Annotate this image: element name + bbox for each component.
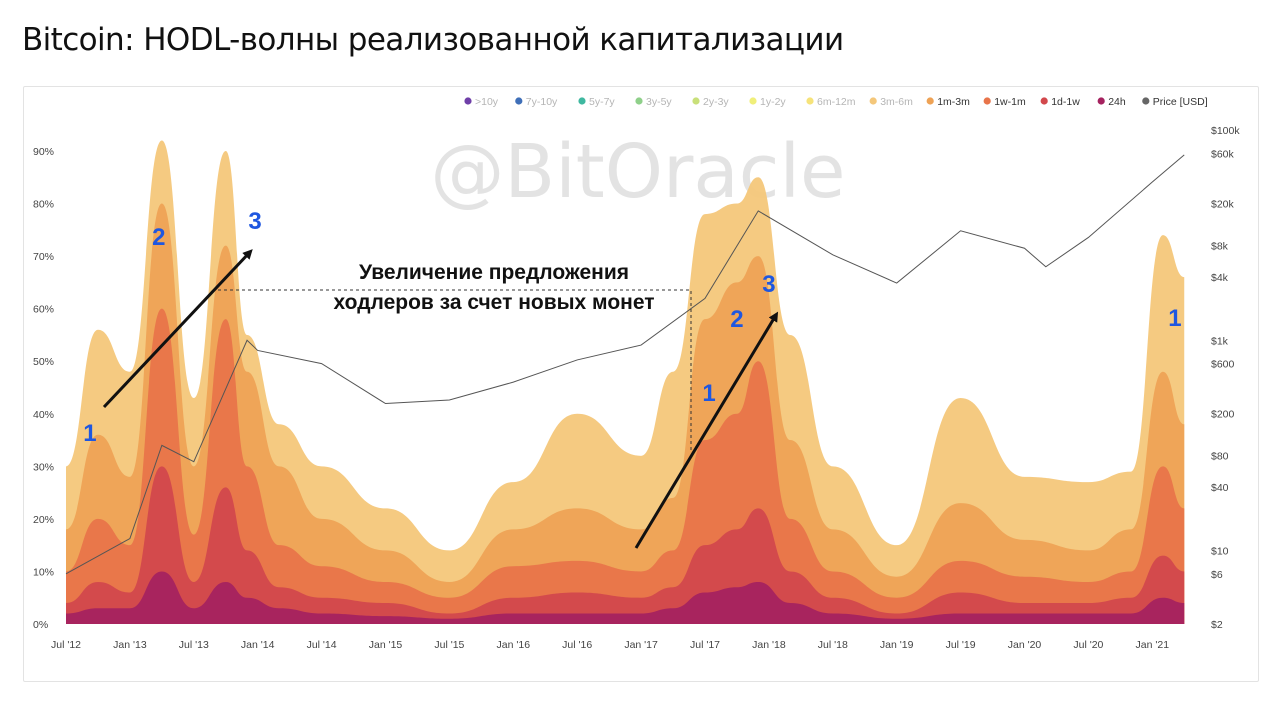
legend-label: 1d-1w <box>1051 96 1080 108</box>
legend-item[interactable]: 2y-3y <box>692 96 729 108</box>
y-right-tick-label: $100k <box>1211 125 1240 137</box>
legend-dot <box>464 97 472 105</box>
y-left-tick-label: 30% <box>33 461 54 473</box>
y-right-tick-label: $6 <box>1211 569 1223 581</box>
legend-item[interactable]: 1w-1m <box>983 96 1026 108</box>
wave-marker: 3 <box>248 208 261 235</box>
y-left-tick-label: 40% <box>33 409 54 421</box>
legend-dot <box>1040 97 1048 105</box>
x-tick-label: Jul '19 <box>946 639 976 651</box>
legend-dot <box>635 97 643 105</box>
legend-item[interactable]: 3y-5y <box>635 96 672 108</box>
y-left-tick-label: 0% <box>33 619 48 631</box>
legend-dot <box>515 97 523 105</box>
y-left-tick-label: 90% <box>33 146 54 158</box>
legend-label: 3m-6m <box>880 96 913 108</box>
page-title: Bitcoin: HODL-волны реализованной капита… <box>22 22 844 58</box>
x-tick-label: Jan '14 <box>241 639 275 651</box>
x-tick-label: Jul '16 <box>562 639 592 651</box>
x-tick-label: Jul '14 <box>307 639 337 651</box>
y-right-tick-label: $10 <box>1211 546 1229 558</box>
legend-item[interactable]: 6m-12m <box>806 96 856 108</box>
legend-item[interactable]: 7y-10y <box>515 96 558 108</box>
legend-label: 1w-1m <box>994 96 1026 108</box>
y-left-tick-label: 20% <box>33 514 54 526</box>
legend-dot <box>1142 97 1150 105</box>
wave-marker: 3 <box>762 271 775 298</box>
legend-label: 7y-10y <box>526 96 558 108</box>
legend-dot <box>749 97 757 105</box>
legend-dot <box>1097 97 1105 105</box>
legend-label: >10y <box>475 96 499 108</box>
x-tick-label: Jan '15 <box>369 639 403 651</box>
x-tick-label: Jul '13 <box>179 639 209 651</box>
legend-label: 2y-3y <box>703 96 729 108</box>
x-tick-label: Jan '18 <box>752 639 786 651</box>
y-left-tick-label: 50% <box>33 356 54 368</box>
x-tick-label: Jul '15 <box>434 639 464 651</box>
legend-label: 1m-3m <box>937 96 970 108</box>
wave-marker: 2 <box>152 224 165 251</box>
y-right-tick-label: $1k <box>1211 335 1229 347</box>
legend-label: 1y-2y <box>760 96 786 108</box>
legend-label: 3y-5y <box>646 96 672 108</box>
y-left-tick-label: 60% <box>33 304 54 316</box>
y-right-tick-label: $60k <box>1211 148 1235 160</box>
y-left-tick-label: 70% <box>33 251 54 263</box>
x-tick-label: Jul '18 <box>818 639 848 651</box>
legend-label: 5y-7y <box>589 96 615 108</box>
y-right-tick-label: $8k <box>1211 240 1229 252</box>
legend-item[interactable]: 24h <box>1097 96 1126 108</box>
y-right-tick-label: $200 <box>1211 409 1235 421</box>
y-right-tick-label: $600 <box>1211 359 1235 371</box>
x-tick-label: Jul '20 <box>1073 639 1103 651</box>
price-line <box>65 154 1185 575</box>
legend-item[interactable]: 1y-2y <box>749 96 786 108</box>
x-tick-label: Jan '16 <box>497 639 531 651</box>
y-right-tick-label: $2 <box>1211 619 1223 631</box>
wave-marker: 1 <box>83 420 96 447</box>
watermark-text: @BitOracle <box>430 129 845 215</box>
x-tick-label: Jul '17 <box>690 639 720 651</box>
legend-item[interactable]: 5y-7y <box>578 96 615 108</box>
annotation-bracket <box>218 289 692 452</box>
wave-marker: 1 <box>1168 305 1181 332</box>
wave-marker: 1 <box>702 380 715 407</box>
y-right-tick-label: $40 <box>1211 482 1229 494</box>
annotation-line-1: Увеличение предложения <box>359 261 629 284</box>
legend-label: Price [USD] <box>1153 96 1208 108</box>
x-tick-label: Jan '20 <box>1008 639 1042 651</box>
legend-item[interactable]: >10y <box>464 96 499 108</box>
x-tick-label: Jan '17 <box>624 639 658 651</box>
legend-item[interactable]: 1m-3m <box>926 96 971 108</box>
legend-dot <box>806 97 814 105</box>
legend-dot <box>578 97 586 105</box>
y-right-tick-label: $80 <box>1211 451 1229 463</box>
legend-item[interactable]: 3m-6m <box>869 96 914 108</box>
y-right-tick-label: $20k <box>1211 198 1235 210</box>
area-3m-6m <box>66 140 1185 624</box>
annotation-line-2: ходлеров за счет новых монет <box>333 291 654 314</box>
y-left-tick-label: 10% <box>33 566 54 578</box>
legend-dot <box>869 97 877 105</box>
legend-item[interactable]: 1d-1w <box>1040 96 1081 108</box>
legend-dot <box>983 97 991 105</box>
legend-dot <box>926 97 934 105</box>
x-tick-label: Jul '12 <box>51 639 81 651</box>
area-24h <box>66 571 1185 624</box>
arrow-2017 <box>634 311 779 549</box>
x-tick-label: Jan '21 <box>1136 639 1170 651</box>
legend-label: 24h <box>1108 96 1126 108</box>
arrow-2013 <box>102 249 253 409</box>
legend-label: 6m-12m <box>817 96 856 108</box>
legend-item[interactable]: Price [USD] <box>1142 96 1208 108</box>
x-tick-label: Jan '13 <box>113 639 147 651</box>
y-left-tick-label: 80% <box>33 199 54 211</box>
legend-dot <box>692 97 700 105</box>
wave-marker: 2 <box>730 306 743 333</box>
y-right-tick-label: $4k <box>1211 272 1229 284</box>
x-tick-label: Jan '19 <box>880 639 914 651</box>
